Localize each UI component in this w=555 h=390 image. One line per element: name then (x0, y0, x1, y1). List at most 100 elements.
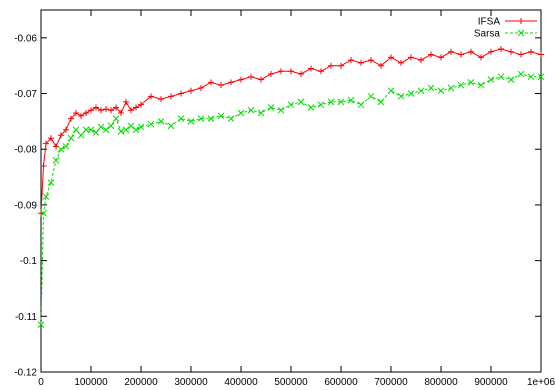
plus-marker (248, 73, 254, 80)
plus-marker (538, 51, 544, 58)
x-tick-label: 700000 (374, 377, 408, 388)
cross-marker (337, 98, 345, 106)
plus-marker (328, 62, 334, 69)
plus-marker (298, 71, 304, 78)
plus-marker (348, 57, 354, 64)
plus-marker (208, 79, 214, 86)
x-tick-label: 600000 (324, 377, 358, 388)
x-axis: 0 100000 200000 300000 400000 500000 600000 700… (38, 10, 555, 388)
plus-marker (93, 104, 99, 111)
cross-marker (427, 84, 435, 92)
series-sarsa (37, 70, 545, 329)
cross-marker (517, 29, 525, 37)
cross-marker (207, 115, 215, 122)
cross-marker (157, 118, 165, 125)
x-tick-label: 800000 (424, 377, 458, 388)
cross-marker (217, 112, 225, 120)
plus-marker (68, 115, 74, 122)
cross-marker (97, 123, 105, 131)
plus-marker (128, 107, 134, 114)
series-layer (37, 45, 545, 329)
x-tick-label: 300000 (174, 377, 208, 388)
cross-marker (72, 126, 80, 134)
cross-marker (477, 81, 485, 89)
plus-marker (123, 98, 129, 105)
x-tick-label: 400000 (224, 377, 258, 388)
cross-marker (57, 145, 65, 153)
plus-marker (308, 65, 314, 72)
cross-marker (247, 106, 255, 114)
x-tick-label: 0 (38, 377, 44, 388)
plus-marker (103, 106, 109, 113)
plus-marker (63, 126, 69, 133)
plus-marker (438, 54, 444, 61)
cross-marker (197, 115, 205, 122)
legend-label: IFSA (478, 17, 501, 28)
plus-marker (188, 87, 194, 94)
cross-marker (137, 123, 145, 131)
cross-marker (177, 115, 185, 122)
cross-marker (287, 101, 295, 109)
plus-marker (418, 57, 424, 64)
cross-marker (417, 87, 425, 95)
plus-marker (388, 54, 394, 61)
cross-marker (537, 73, 545, 81)
plus-marker (428, 51, 434, 58)
cross-marker (62, 143, 70, 150)
plus-marker (40, 162, 47, 169)
y-tick-label: -0.07 (14, 89, 37, 100)
plus-marker (458, 51, 464, 58)
cross-marker (92, 129, 100, 136)
plus-marker (43, 140, 49, 147)
cross-marker (77, 131, 85, 139)
plus-marker (133, 104, 139, 111)
plus-marker (168, 93, 174, 100)
cross-marker (117, 128, 125, 135)
x-tick-label: 1e+06 (527, 377, 555, 388)
x-tick-label: 900000 (474, 377, 508, 388)
cross-marker (122, 126, 130, 134)
cross-marker (237, 109, 245, 117)
cross-marker (437, 87, 445, 95)
cross-marker (52, 157, 60, 164)
y-tick-label: -0.11 (15, 312, 37, 323)
plus-marker (108, 107, 114, 114)
plus-marker (528, 48, 534, 55)
plus-marker (78, 112, 84, 119)
cross-marker (327, 98, 335, 106)
cross-marker (487, 76, 495, 83)
plus-marker (408, 54, 414, 61)
plus-marker (148, 93, 154, 100)
cross-marker (297, 98, 305, 106)
plus-marker (278, 68, 284, 75)
plus-marker (488, 48, 494, 55)
cross-marker (377, 98, 385, 106)
cross-marker (112, 115, 120, 122)
cross-marker (367, 92, 375, 100)
cross-marker (527, 73, 535, 81)
plus-marker (98, 107, 104, 114)
plus-marker (318, 68, 324, 75)
y-tick-label: -0.12 (14, 368, 37, 379)
series-line (40, 73, 541, 325)
cross-marker (87, 126, 95, 134)
cross-marker (257, 109, 265, 117)
cross-marker (347, 96, 355, 104)
plus-marker (518, 18, 524, 24)
plus-marker (118, 110, 124, 117)
cross-marker (227, 115, 235, 122)
plus-marker (448, 48, 454, 55)
plus-marker (158, 96, 164, 103)
plus-marker (138, 101, 144, 108)
y-axis: -0.12 -0.11 -0.1 -0.09 -0.08 -0.07 -0.06 (14, 33, 541, 379)
cross-marker (457, 81, 465, 89)
plus-marker (338, 62, 344, 69)
cross-marker (407, 90, 415, 97)
plus-marker (73, 110, 79, 117)
cross-marker (42, 193, 50, 200)
y-tick-label: -0.08 (14, 145, 37, 156)
plus-marker (468, 48, 474, 55)
series-ifsa (38, 45, 544, 217)
plus-marker (83, 110, 89, 117)
